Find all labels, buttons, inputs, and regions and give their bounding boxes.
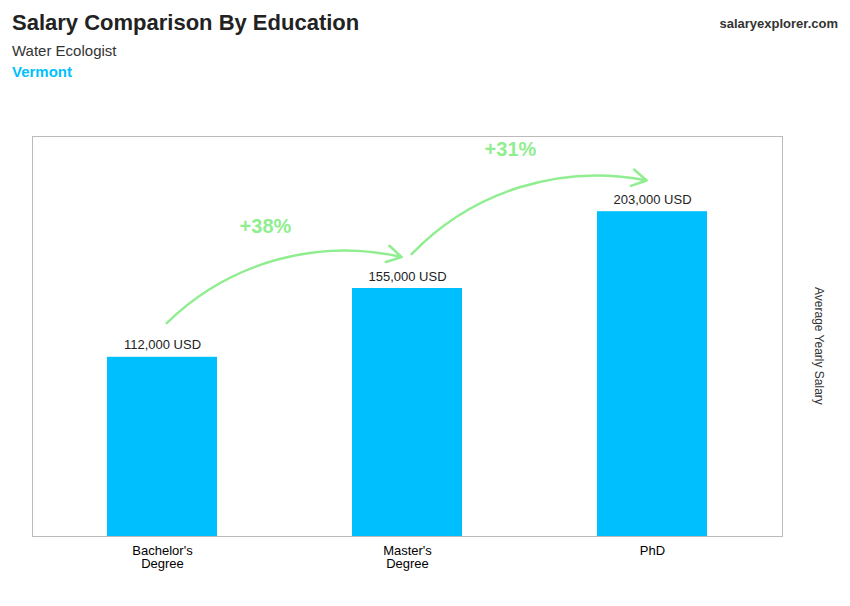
html-text:Salary Comparison By Education: Salary Comparison By Education (12, 10, 360, 35)
svg-text:+38%: +38% (240, 215, 292, 237)
svg-text:203,000 USD: 203,000 USD (613, 192, 691, 207)
svg-text:155,000 USD: 155,000 USD (368, 269, 446, 284)
svg-text:112,000 USD: 112,000 USD (124, 337, 201, 352)
html-text:Average Yearly Salary: Average Yearly Salary (812, 287, 826, 405)
svg-text:Bachelor'sDegree: Bachelor'sDegree (132, 543, 193, 571)
html-text:Water Ecologist: Water Ecologist (12, 42, 117, 59)
svg-text:PhD: PhD (640, 543, 665, 558)
html-text:Vermont: Vermont (12, 63, 72, 80)
svg-text:Master'sDegree: Master'sDegree (383, 543, 432, 571)
html-text:salaryexplorer.com: salaryexplorer.com (719, 16, 838, 31)
svg-text:+31%: +31% (485, 138, 537, 160)
